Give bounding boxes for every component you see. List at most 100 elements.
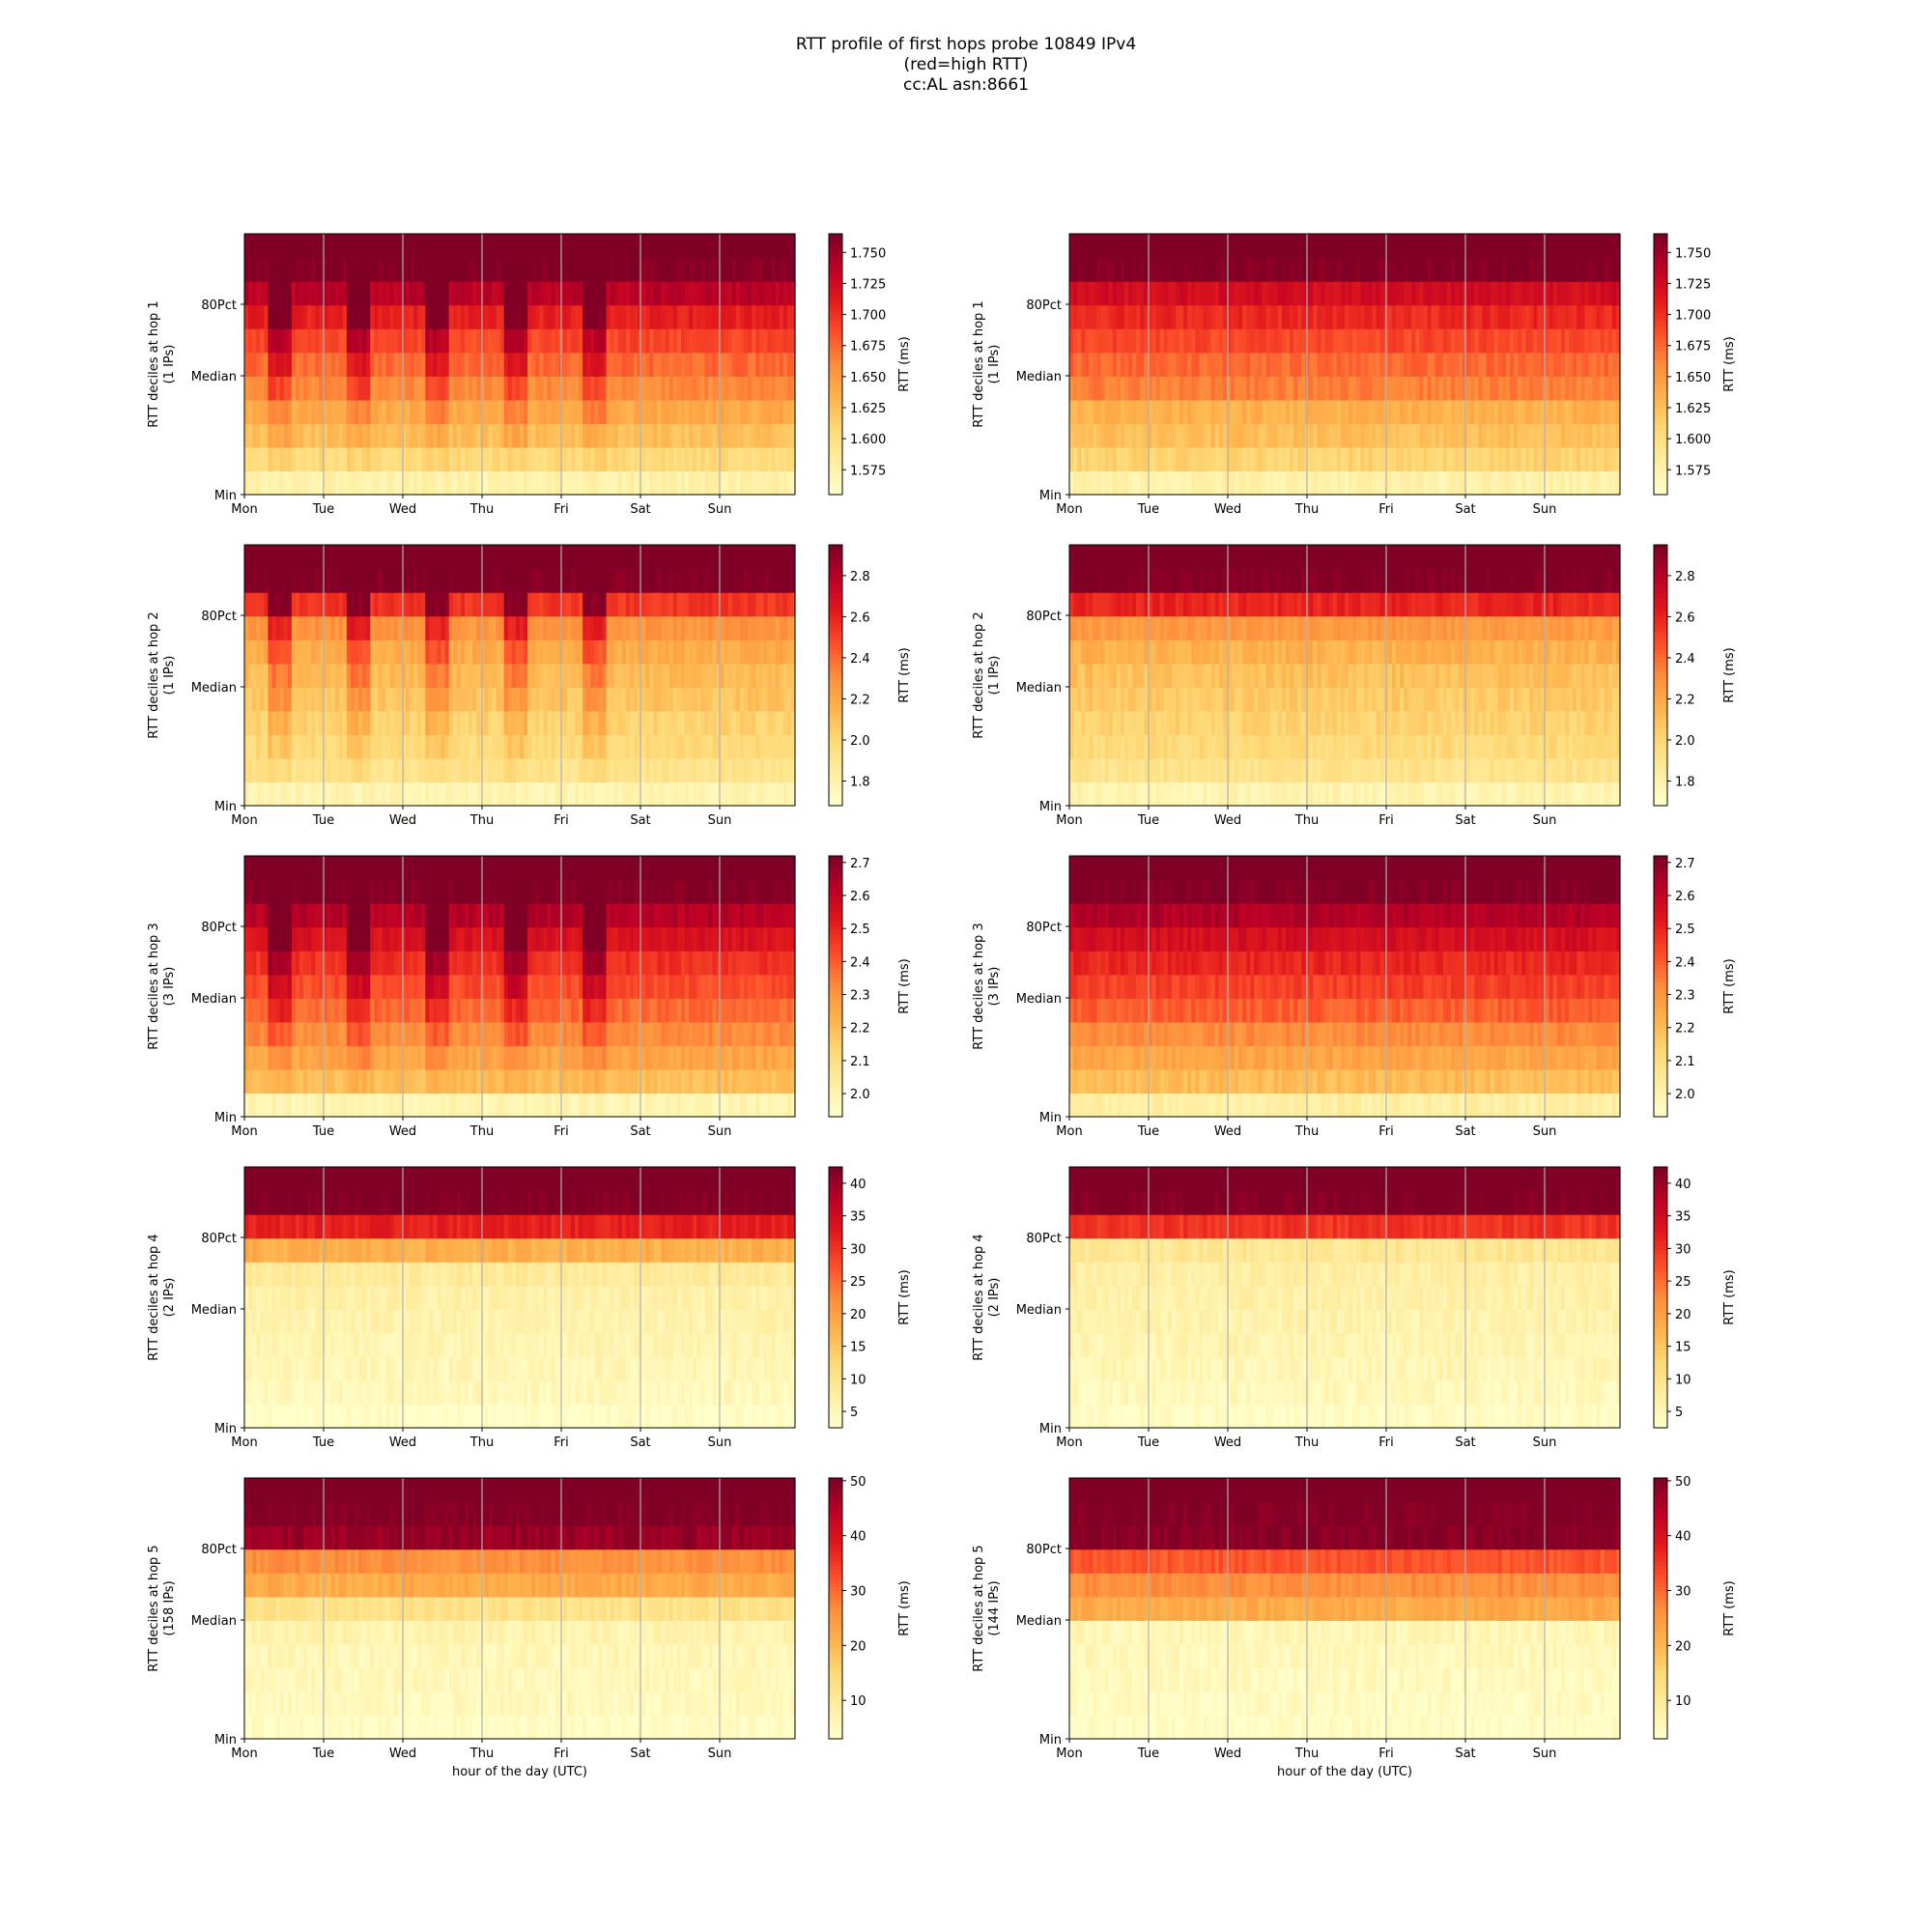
heatmap-cell xyxy=(767,781,773,807)
heatmap-cell xyxy=(1565,281,1570,306)
heatmap-cell xyxy=(248,545,253,570)
heatmap-cell xyxy=(492,639,497,665)
heatmap-cell xyxy=(378,710,384,735)
colorbar-segment xyxy=(829,351,842,356)
heatmap-cell xyxy=(1431,328,1436,354)
heatmap-cell xyxy=(1349,376,1353,401)
heatmap-cell xyxy=(456,352,462,377)
heatmap-cell xyxy=(685,710,690,735)
heatmap-cell xyxy=(421,234,426,259)
heatmap-cell xyxy=(1175,257,1180,282)
colorbar-segment xyxy=(829,801,842,807)
heatmap-cell xyxy=(1340,376,1346,401)
heatmap-cell xyxy=(1600,281,1605,306)
heatmap-cell xyxy=(752,568,756,593)
heatmap-cell xyxy=(248,352,253,377)
heatmap-cell xyxy=(303,399,308,424)
heatmap-cell xyxy=(731,663,737,688)
heatmap-cell xyxy=(1167,423,1173,448)
heatmap-cell xyxy=(1490,257,1495,282)
heatmap-cell xyxy=(661,710,667,735)
heatmap-cell xyxy=(641,304,646,329)
heatmap-cell xyxy=(543,304,549,329)
heatmap-cell xyxy=(716,687,722,712)
heatmap-cell xyxy=(716,545,722,570)
heatmap-cell xyxy=(759,687,765,712)
heatmap-cell xyxy=(425,234,430,259)
heatmap-cell xyxy=(268,399,273,424)
heatmap-cell xyxy=(1238,470,1243,496)
heatmap-cell xyxy=(499,257,505,282)
heatmap-cell xyxy=(1163,328,1169,354)
heatmap-cell xyxy=(1450,470,1456,496)
colorbar-frame xyxy=(828,544,843,807)
heatmap-cell xyxy=(700,781,705,807)
heatmap-cell xyxy=(1592,281,1598,306)
heatmap-cell xyxy=(303,545,308,570)
heatmap-cell xyxy=(1132,257,1137,282)
heatmap-cell xyxy=(484,734,490,759)
heatmap-cell xyxy=(716,446,722,472)
heatmap-cell xyxy=(1541,328,1547,354)
heatmap-cell xyxy=(775,352,781,377)
heatmap-cell xyxy=(315,592,320,617)
heatmap-cell xyxy=(1100,376,1106,401)
heatmap-cell xyxy=(539,470,545,496)
heatmap-cell xyxy=(1438,423,1444,448)
heatmap-cell xyxy=(279,376,285,401)
colorbar-segment xyxy=(1654,469,1667,474)
heatmap-cell xyxy=(496,352,501,377)
heatmap-cell xyxy=(480,663,485,688)
heatmap-cell xyxy=(744,781,749,807)
heatmap-cell xyxy=(256,234,261,259)
heatmap-cell xyxy=(488,470,494,496)
heatmap-cell xyxy=(437,545,442,570)
heatmap-cell xyxy=(465,328,469,354)
heatmap-cell xyxy=(444,710,450,735)
heatmap-cell xyxy=(283,734,289,759)
x-tick-label: Mon xyxy=(1056,502,1082,517)
colorbar-segment xyxy=(1654,316,1667,322)
heatmap-cell xyxy=(1144,446,1150,472)
heatmap-cell xyxy=(264,281,270,306)
heatmap-cell xyxy=(630,710,635,735)
heatmap-cell xyxy=(700,423,705,448)
heatmap-cell xyxy=(1548,328,1554,354)
heatmap-cell xyxy=(786,734,792,759)
heatmap-cell xyxy=(1407,399,1412,424)
heatmap-cell xyxy=(625,663,631,688)
heatmap-cell xyxy=(621,257,627,282)
heatmap-cell xyxy=(444,328,450,354)
heatmap-cell xyxy=(1604,328,1609,354)
heatmap-cell xyxy=(299,328,304,354)
heatmap-cell xyxy=(767,687,773,712)
heatmap-cell xyxy=(598,568,604,593)
heatmap-cell xyxy=(724,592,729,617)
heatmap-cell xyxy=(1281,281,1287,306)
heatmap-cell xyxy=(1607,328,1613,354)
heatmap-cell xyxy=(630,639,635,665)
heatmap-cell xyxy=(649,687,655,712)
plot-frame xyxy=(1068,233,1621,496)
heatmap-cell xyxy=(358,328,363,354)
heatmap-cell xyxy=(689,615,694,640)
heatmap-cell xyxy=(1116,470,1122,496)
heatmap-cell xyxy=(448,423,454,448)
heatmap-cell xyxy=(1301,399,1306,424)
heatmap-cell xyxy=(1175,352,1180,377)
heatmap-cell xyxy=(1238,304,1243,329)
heatmap-cell xyxy=(1345,352,1350,377)
heatmap-cell xyxy=(676,757,682,783)
heatmap-cell xyxy=(1615,304,1621,329)
heatmap-cell xyxy=(1604,376,1609,401)
heatmap-cell xyxy=(672,399,678,424)
heatmap-cell xyxy=(393,281,399,306)
heatmap-cell xyxy=(507,304,513,329)
heatmap-cell xyxy=(279,615,285,640)
heatmap-cell xyxy=(410,615,414,640)
heatmap-cell xyxy=(342,734,348,759)
heatmap-cell xyxy=(1537,281,1543,306)
heatmap-cell xyxy=(515,545,521,570)
heatmap-cell xyxy=(1431,470,1436,496)
heatmap-cell xyxy=(767,399,773,424)
